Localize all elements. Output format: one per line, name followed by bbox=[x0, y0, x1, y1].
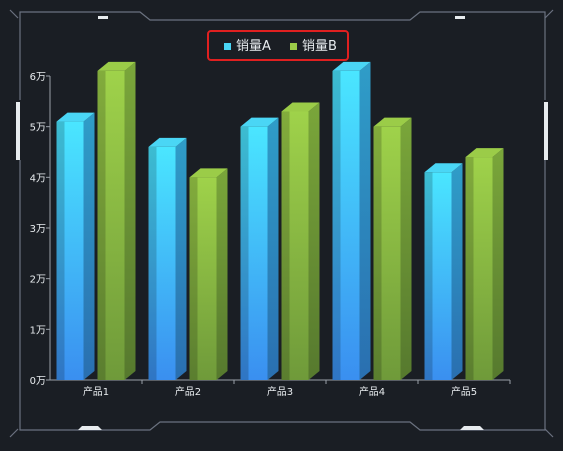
bar-series-b[interactable] bbox=[189, 168, 228, 380]
frame-accents bbox=[16, 16, 548, 430]
bar-front-face bbox=[281, 111, 309, 380]
x-axis-ticks: 产品1 产品2 产品3 产品4 产品5 bbox=[83, 380, 511, 398]
bar-front-face bbox=[240, 126, 268, 381]
decorative-frame bbox=[9, 9, 554, 438]
bar-top-face bbox=[281, 102, 320, 112]
bar-series-a[interactable] bbox=[424, 163, 463, 380]
bar-series-a[interactable] bbox=[240, 117, 279, 381]
x-tick-label: 产品3 bbox=[267, 385, 293, 398]
x-tick-label: 产品2 bbox=[175, 385, 201, 398]
legend[interactable]: 销量A 销量B bbox=[224, 39, 337, 54]
bar-top-face bbox=[373, 117, 412, 127]
bar-side-face bbox=[400, 117, 412, 381]
legend-highlight-box bbox=[207, 30, 349, 61]
legend-label-series-a: 销量A bbox=[236, 39, 271, 54]
bar-side-face bbox=[216, 168, 228, 380]
bar-top-face bbox=[332, 61, 371, 71]
bar-edge-shade bbox=[97, 70, 106, 380]
y-tick-label: 3万 bbox=[30, 224, 46, 235]
y-tick-label: 6万 bbox=[30, 72, 46, 83]
bar-front-face bbox=[97, 70, 125, 380]
bar-edge-shade bbox=[332, 70, 341, 380]
bar-series-b[interactable] bbox=[281, 102, 320, 380]
bar-front-face bbox=[56, 121, 84, 380]
bar-side-face bbox=[492, 148, 504, 380]
legend-swatch-series-b bbox=[290, 43, 297, 50]
bar-series-b[interactable] bbox=[373, 117, 412, 381]
x-tick-label: 产品4 bbox=[359, 385, 385, 398]
bar-top-face bbox=[189, 168, 228, 178]
bar-side-face bbox=[451, 163, 463, 380]
bar-side-face bbox=[83, 112, 95, 380]
bar-front-face bbox=[189, 177, 217, 380]
bar-top-face bbox=[148, 137, 187, 147]
bar-side-face bbox=[175, 137, 187, 380]
bar-edge-shade bbox=[373, 126, 382, 381]
bar-series-a[interactable] bbox=[56, 112, 95, 380]
bar-top-face bbox=[240, 117, 279, 127]
bar-top-face bbox=[97, 61, 136, 71]
bar-front-face bbox=[373, 126, 401, 381]
legend-item-series-b[interactable]: 销量B bbox=[290, 39, 337, 54]
bar-side-face bbox=[124, 61, 136, 380]
bar-front-face bbox=[332, 70, 360, 380]
bar-top-face bbox=[56, 112, 95, 122]
x-tick-label: 产品1 bbox=[83, 385, 109, 398]
y-axis-ticks: 0万 1万 2万 3万 4万 5万 6万 bbox=[30, 72, 50, 387]
bar-side-face bbox=[308, 102, 320, 380]
legend-swatch-series-a bbox=[224, 43, 231, 50]
bar-series-a[interactable] bbox=[148, 137, 187, 380]
y-tick-label: 1万 bbox=[30, 325, 46, 336]
legend-label-series-b: 销量B bbox=[302, 39, 337, 54]
y-tick-label: 4万 bbox=[30, 173, 46, 184]
bar-top-face bbox=[465, 148, 504, 158]
bar-side-face bbox=[359, 61, 371, 380]
bar-side-face bbox=[267, 117, 279, 381]
bar-edge-shade bbox=[189, 177, 198, 380]
bar-front-face bbox=[424, 172, 452, 380]
bar-edge-shade bbox=[56, 121, 65, 380]
y-tick-label: 5万 bbox=[30, 123, 46, 134]
x-tick-label: 产品5 bbox=[451, 385, 477, 398]
bars-layer bbox=[56, 61, 504, 381]
bar-top-face bbox=[424, 163, 463, 173]
bar-front-face bbox=[465, 157, 493, 380]
bar-series-b[interactable] bbox=[97, 61, 136, 380]
bar-edge-shade bbox=[281, 111, 290, 380]
bar-edge-shade bbox=[424, 172, 433, 380]
legend-item-series-a[interactable]: 销量A bbox=[224, 39, 271, 54]
y-tick-label: 2万 bbox=[30, 275, 46, 286]
y-tick-label: 0万 bbox=[30, 376, 46, 387]
bar-front-face bbox=[148, 146, 176, 380]
bar-series-a[interactable] bbox=[332, 61, 371, 380]
bar-edge-shade bbox=[148, 146, 157, 380]
bar-edge-shade bbox=[240, 126, 249, 381]
bar-series-b[interactable] bbox=[465, 148, 504, 380]
bar-edge-shade bbox=[465, 157, 474, 380]
